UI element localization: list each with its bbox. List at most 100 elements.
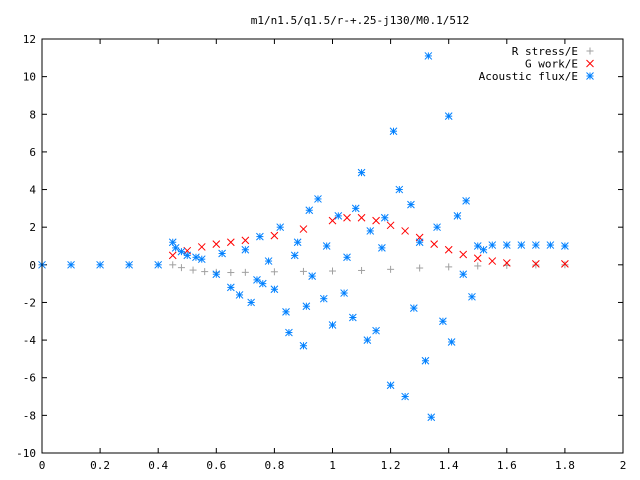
y-tick-label: -8 <box>23 409 36 422</box>
data-point <box>462 196 470 205</box>
data-point <box>473 242 482 250</box>
data-point <box>351 204 360 213</box>
data-point <box>177 247 186 256</box>
data-point <box>192 253 200 262</box>
data-point <box>171 244 180 252</box>
x-tick-label: 0.6 <box>206 459 226 472</box>
data-point <box>517 241 526 249</box>
y-tick-label: 10 <box>23 71 36 84</box>
data-point <box>293 238 302 247</box>
y-tick-label: 8 <box>29 108 36 121</box>
data-point <box>389 127 398 136</box>
y-tick-label: -2 <box>23 296 36 309</box>
data-point <box>433 223 441 232</box>
data-point <box>531 260 540 268</box>
data-point <box>430 240 439 248</box>
data-point <box>212 270 221 279</box>
data-point <box>302 302 311 311</box>
data-point <box>197 243 206 251</box>
data-point <box>488 241 497 249</box>
data-point <box>348 313 357 322</box>
data-point <box>299 267 307 275</box>
data-point <box>168 238 177 247</box>
data-point <box>125 260 134 269</box>
data-point <box>473 254 482 263</box>
data-point <box>357 168 366 177</box>
data-point <box>502 259 511 267</box>
data-point <box>282 308 290 316</box>
data-point <box>561 260 569 268</box>
y-tick-label: 0 <box>29 259 36 272</box>
legend-label: R stress/E <box>512 45 578 58</box>
data-point <box>421 356 430 365</box>
data-point <box>241 268 249 276</box>
data-point <box>247 298 256 307</box>
data-point <box>334 212 343 220</box>
data-point <box>502 241 511 249</box>
data-point <box>363 336 372 344</box>
data-point <box>329 267 336 275</box>
data-point <box>212 240 221 248</box>
data-point <box>256 232 264 241</box>
x-tick-label: 1.6 <box>497 459 517 472</box>
data-point <box>445 263 453 271</box>
data-point <box>96 260 104 269</box>
data-point <box>322 242 331 250</box>
series-1 <box>168 213 569 268</box>
data-point <box>427 413 436 422</box>
data-point <box>177 264 185 272</box>
axis-ticks: 0 0.2 0.4 0.6 0.8 1 1.2 1.4 1.6 1.8 2 -10 -8 -6 -4 -2 0 2… <box>16 33 626 472</box>
data-point <box>226 238 235 247</box>
data-point <box>340 289 348 297</box>
data-point <box>343 253 351 262</box>
data-point <box>308 272 317 280</box>
x-tick-label: 1.4 <box>439 459 459 472</box>
x-tick-label: 1.8 <box>555 459 575 472</box>
data-point <box>386 221 395 230</box>
data-point <box>416 264 424 272</box>
data-point <box>201 268 209 276</box>
data-point <box>241 245 250 254</box>
data-point <box>253 276 261 284</box>
data-point <box>561 242 569 250</box>
data-point <box>546 241 555 249</box>
x-tick-label: 0.8 <box>264 459 284 472</box>
legend-marker <box>586 47 594 55</box>
data-point <box>314 195 322 203</box>
data-point <box>488 257 497 265</box>
data-point <box>366 227 375 235</box>
data-point <box>227 269 235 277</box>
data-point <box>197 255 206 264</box>
data-point <box>424 52 433 60</box>
y-tick-label: 12 <box>23 33 36 46</box>
data-point <box>305 206 314 215</box>
data-point <box>532 261 540 269</box>
data-point <box>459 250 468 259</box>
data-point <box>169 261 177 269</box>
data-point <box>561 261 569 269</box>
data-point <box>258 279 267 288</box>
data-point <box>380 213 389 222</box>
data-point <box>401 227 409 235</box>
x-tick-label: 0.2 <box>90 459 110 472</box>
chart-title: m1/n1.5/q1.5/r-+.25-j130/M0.1/512 <box>251 14 470 27</box>
data-point <box>401 392 409 401</box>
data-point <box>168 251 177 260</box>
data-point <box>290 251 299 260</box>
series-layer <box>38 52 569 422</box>
y-tick-label: 6 <box>29 146 36 159</box>
data-point <box>409 304 418 312</box>
data-point <box>218 249 226 258</box>
data-point <box>372 216 380 225</box>
data-point <box>372 326 380 335</box>
data-point <box>444 245 453 254</box>
legend-label: Acoustic flux/E <box>479 70 578 83</box>
data-point <box>328 216 337 225</box>
data-point <box>270 268 278 276</box>
data-point <box>285 328 293 337</box>
data-point <box>241 236 250 245</box>
data-point <box>226 283 235 292</box>
data-point <box>415 238 424 247</box>
